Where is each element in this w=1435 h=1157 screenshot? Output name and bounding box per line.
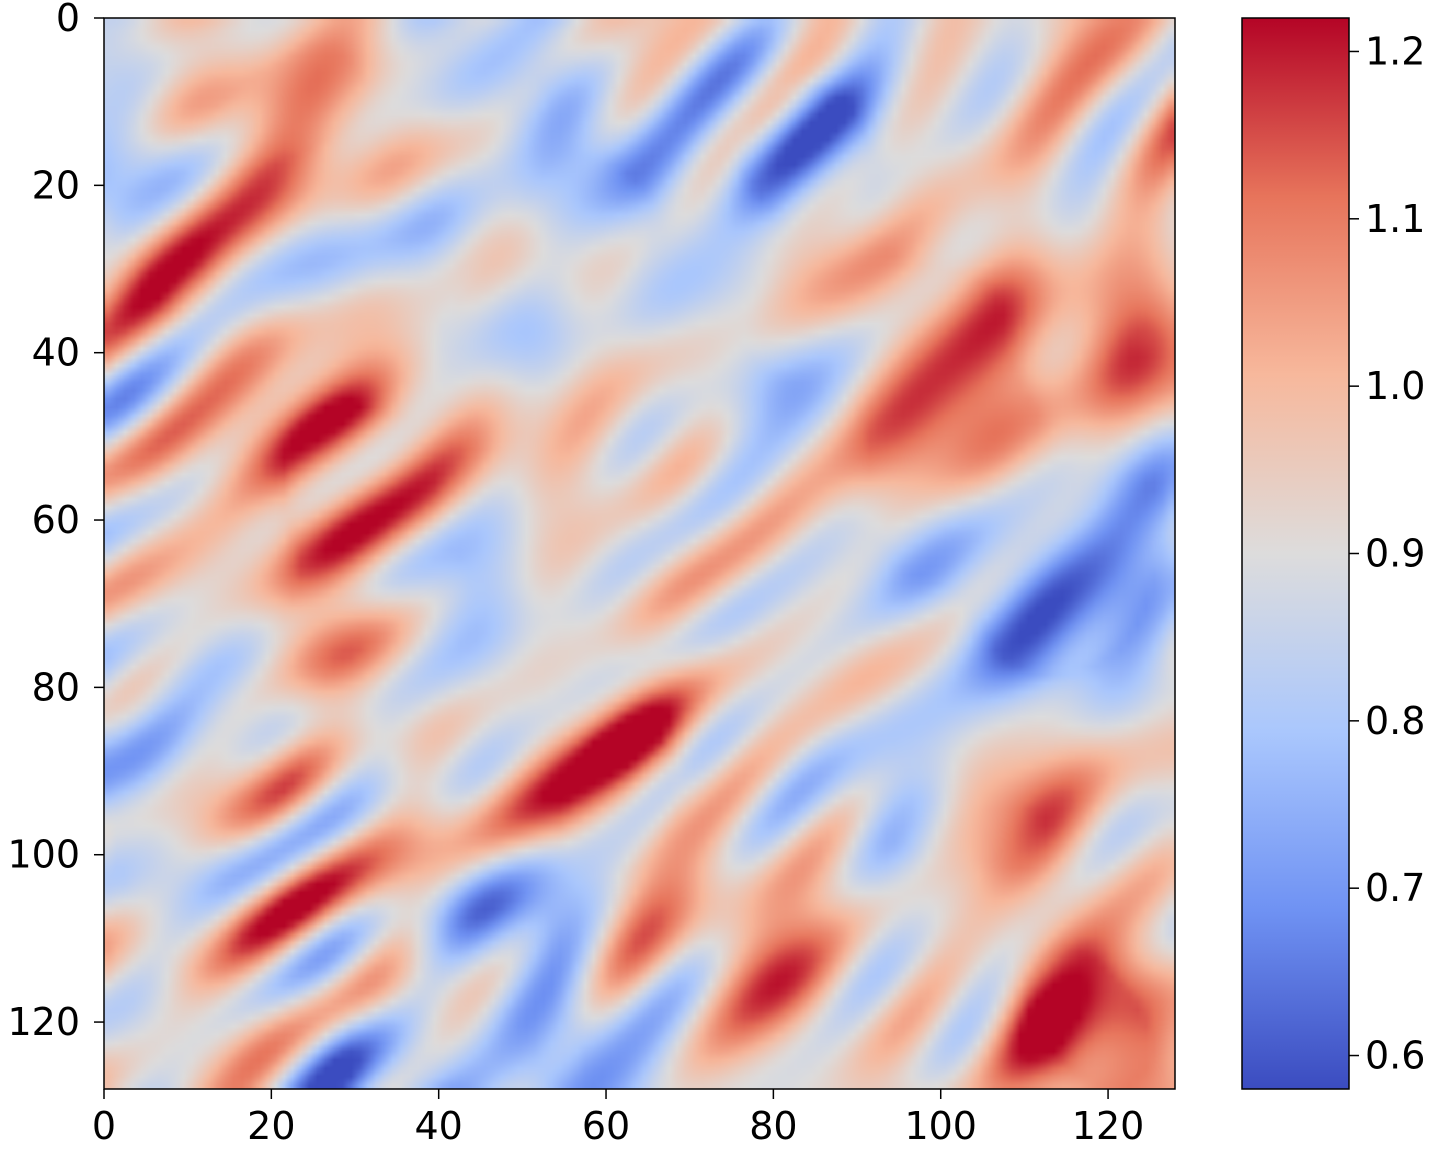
colorbar-tick-label: 0.9 [1365, 532, 1425, 576]
colorbar-tick-label: 0.7 [1365, 866, 1425, 910]
x-tick-label: 100 [904, 1104, 977, 1148]
heatmap-field [104, 18, 1175, 1089]
y-tick-label: 0 [56, 0, 80, 40]
y-tick-label: 80 [32, 665, 80, 709]
y-tick-label: 100 [7, 833, 80, 877]
x-tick-label: 0 [92, 1104, 116, 1148]
y-tick-label: 120 [7, 1000, 80, 1044]
x-tick-label: 20 [247, 1104, 295, 1148]
colorbar-gradient [1241, 17, 1350, 1090]
colorbar-tick-label: 1.1 [1365, 197, 1425, 241]
heatmap-plot-area [103, 17, 1176, 1090]
x-tick-label: 60 [582, 1104, 630, 1148]
x-tick-label: 40 [415, 1104, 463, 1148]
x-tick-label: 80 [749, 1104, 797, 1148]
colorbar: 0.6 0.7 0.8 0.9 1.0 1.1 1.2 [1241, 17, 1425, 1090]
heatmap-frame [103, 17, 1176, 1090]
colorbar-tick-label: 0.8 [1365, 699, 1425, 743]
x-axis: 0 20 40 60 80 100 120 [92, 1089, 1144, 1148]
y-tick-label: 20 [32, 163, 80, 207]
y-axis: 0 20 40 60 80 100 120 [7, 0, 104, 1044]
colorbar-tick-label: 1.2 [1365, 29, 1425, 73]
colorbar-tick-label: 1.0 [1365, 364, 1425, 408]
x-tick-label: 120 [1072, 1104, 1145, 1148]
y-tick-label: 40 [32, 331, 80, 375]
colorbar-tick-label: 0.6 [1365, 1034, 1425, 1078]
y-tick-label: 60 [32, 498, 80, 542]
